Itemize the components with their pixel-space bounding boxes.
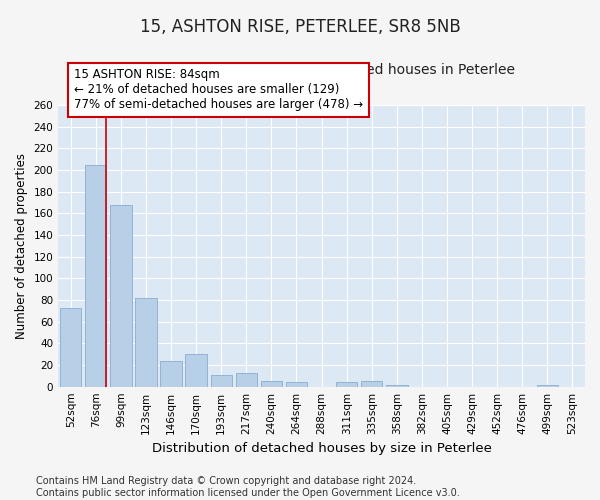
Y-axis label: Number of detached properties: Number of detached properties <box>15 153 28 339</box>
Bar <box>361 382 382 386</box>
Bar <box>136 298 157 386</box>
Bar <box>211 375 232 386</box>
Text: 15 ASHTON RISE: 84sqm
← 21% of detached houses are smaller (129)
77% of semi-det: 15 ASHTON RISE: 84sqm ← 21% of detached … <box>74 68 363 112</box>
Bar <box>261 382 282 386</box>
Text: Contains HM Land Registry data © Crown copyright and database right 2024.
Contai: Contains HM Land Registry data © Crown c… <box>36 476 460 498</box>
Bar <box>386 384 407 386</box>
Bar <box>185 354 207 386</box>
Bar <box>85 164 106 386</box>
Text: 15, ASHTON RISE, PETERLEE, SR8 5NB: 15, ASHTON RISE, PETERLEE, SR8 5NB <box>140 18 460 36</box>
Bar <box>537 384 558 386</box>
Bar <box>110 204 131 386</box>
Bar <box>60 308 82 386</box>
Title: Size of property relative to detached houses in Peterlee: Size of property relative to detached ho… <box>128 64 515 78</box>
Bar <box>336 382 358 386</box>
X-axis label: Distribution of detached houses by size in Peterlee: Distribution of detached houses by size … <box>152 442 491 455</box>
Bar <box>160 360 182 386</box>
Bar <box>236 372 257 386</box>
Bar <box>286 382 307 386</box>
